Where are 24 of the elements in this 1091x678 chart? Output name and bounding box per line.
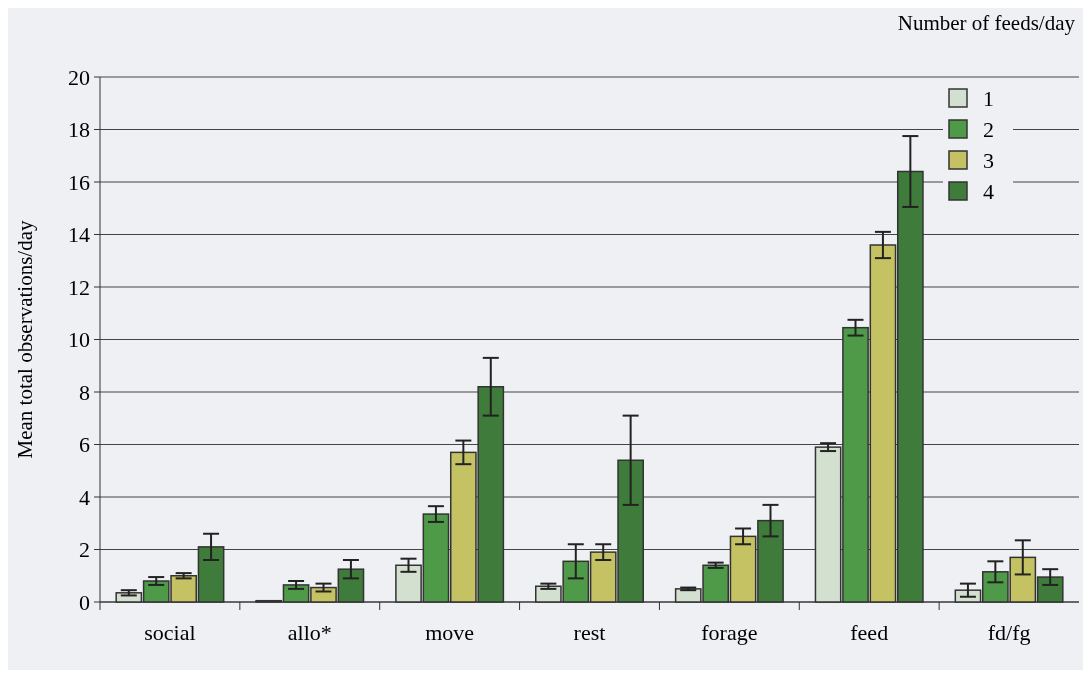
legend-title: Number of feeds/day <box>897 11 1076 35</box>
x-tick-label: allo* <box>287 620 332 645</box>
legend-label: 1 <box>983 85 994 111</box>
x-tick-label: feed <box>850 620 889 645</box>
y-tick-label: 18 <box>68 117 90 143</box>
y-tick-label: 2 <box>79 537 90 563</box>
y-tick-label: 12 <box>68 274 90 300</box>
legend-label: 2 <box>983 116 994 142</box>
legend-label: 3 <box>983 147 994 173</box>
y-tick-label: 10 <box>68 327 90 353</box>
legend-label: 4 <box>983 178 994 204</box>
y-tick-label: 8 <box>79 379 90 405</box>
y-tick-label: 6 <box>79 432 90 458</box>
y-tick-label: 14 <box>68 222 90 248</box>
x-tick-label: forage <box>701 620 758 645</box>
y-tick-label: 20 <box>68 64 90 90</box>
x-tick-label: move <box>425 620 475 645</box>
x-tick-label: fd/fg <box>987 620 1031 645</box>
y-tick-label: 4 <box>79 484 90 510</box>
x-tick-label: social <box>144 620 196 645</box>
y-tick-label: 0 <box>79 589 90 615</box>
y-tick-label: 16 <box>68 169 90 195</box>
x-tick-label: rest <box>573 620 606 645</box>
y-axis-title: Mean total observations/day <box>13 220 37 459</box>
